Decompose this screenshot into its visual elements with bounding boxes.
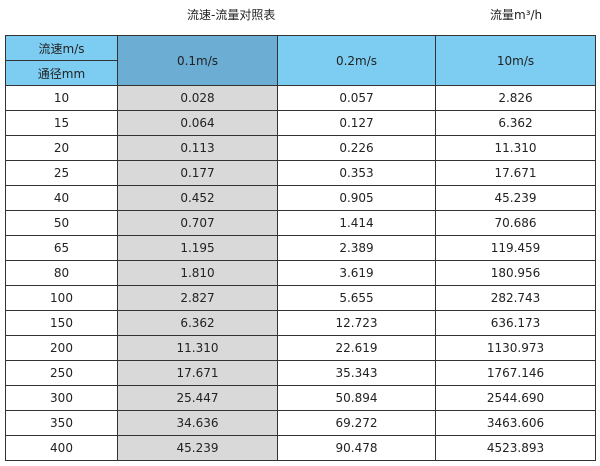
- flow-cell: 2.826: [435, 85, 596, 111]
- flow-cell: 1.810: [117, 260, 278, 286]
- table-row: 25 0.177 0.353 17.671: [5, 160, 596, 186]
- flow-cell: 1130.973: [435, 335, 596, 361]
- flow-cell: 3463.606: [435, 410, 596, 436]
- flow-cell: 6.362: [435, 110, 596, 136]
- flow-cell: 3.619: [277, 260, 436, 286]
- diameter-cell: 15: [5, 110, 118, 136]
- table-row: 200 11.310 22.619 1130.973: [5, 335, 596, 361]
- diameter-cell: 20: [5, 135, 118, 161]
- flow-cell: 22.619: [277, 335, 436, 361]
- flow-cell: 1.414: [277, 210, 436, 236]
- table-row: 15 0.064 0.127 6.362: [5, 110, 596, 136]
- table-row: 65 1.195 2.389 119.459: [5, 235, 596, 261]
- table-row: 150 6.362 12.723 636.173: [5, 310, 596, 336]
- flow-cell: 0.353: [277, 160, 436, 186]
- flow-cell: 6.362: [117, 310, 278, 336]
- diameter-cell: 40: [5, 185, 118, 211]
- table-row: 250 17.671 35.343 1767.146: [5, 360, 596, 386]
- flow-cell: 5.655: [277, 285, 436, 311]
- velocity-header: 流速m/s: [5, 35, 118, 61]
- flow-cell: 17.671: [117, 360, 278, 386]
- flow-cell: 0.177: [117, 160, 278, 186]
- flow-cell: 50.894: [277, 385, 436, 411]
- table-row: 20 0.113 0.226 11.310: [5, 135, 596, 161]
- table-row: 50 0.707 1.414 70.686: [5, 210, 596, 236]
- diameter-cell: 80: [5, 260, 118, 286]
- flow-cell: 1.195: [117, 235, 278, 261]
- flow-cell: 180.956: [435, 260, 596, 286]
- diameter-cell: 400: [5, 435, 118, 461]
- diameter-cell: 50: [5, 210, 118, 236]
- flow-cell: 0.452: [117, 185, 278, 211]
- flow-cell: 11.310: [435, 135, 596, 161]
- flow-cell: 2.827: [117, 285, 278, 311]
- flow-cell: 12.723: [277, 310, 436, 336]
- flow-cell: 2.389: [277, 235, 436, 261]
- diameter-cell: 150: [5, 310, 118, 336]
- column-header: 10m/s: [435, 35, 596, 86]
- flow-cell: 282.743: [435, 285, 596, 311]
- diameter-header: 通径mm: [5, 60, 118, 86]
- table-title: 流速-流量对照表: [187, 8, 276, 22]
- flow-cell: 4523.893: [435, 435, 596, 461]
- table-row: 10 0.028 0.057 2.826: [5, 85, 596, 111]
- flow-cell: 11.310: [117, 335, 278, 361]
- diameter-cell: 10: [5, 85, 118, 111]
- table-row: 350 34.636 69.272 3463.606: [5, 410, 596, 436]
- column-header: 0.2m/s: [277, 35, 436, 86]
- flow-cell: 636.173: [435, 310, 596, 336]
- flow-cell: 2544.690: [435, 385, 596, 411]
- flow-cell: 35.343: [277, 360, 436, 386]
- flow-cell: 0.057: [277, 85, 436, 111]
- flow-cell: 0.707: [117, 210, 278, 236]
- diameter-cell: 25: [5, 160, 118, 186]
- diameter-cell: 200: [5, 335, 118, 361]
- flow-cell: 34.636: [117, 410, 278, 436]
- flow-table: 流速m/s 0.1m/s 0.2m/s 10m/s 通径mm 10 0.028 0.…: [5, 35, 596, 461]
- flow-cell: 70.686: [435, 210, 596, 236]
- flow-cell: 0.064: [117, 110, 278, 136]
- flow-cell: 119.459: [435, 235, 596, 261]
- diameter-cell: 300: [5, 385, 118, 411]
- flow-cell: 45.239: [435, 185, 596, 211]
- flow-cell: 45.239: [117, 435, 278, 461]
- table-row: 40 0.452 0.905 45.239: [5, 185, 596, 211]
- table-row: 400 45.239 90.478 4523.893: [5, 435, 596, 461]
- flow-cell: 0.226: [277, 135, 436, 161]
- diameter-cell: 100: [5, 285, 118, 311]
- table-row: 80 1.810 3.619 180.956: [5, 260, 596, 286]
- table-row: 100 2.827 5.655 282.743: [5, 285, 596, 311]
- diameter-cell: 65: [5, 235, 118, 261]
- unit-label: 流量m³/h: [490, 8, 543, 22]
- column-header: 0.1m/s: [117, 35, 278, 86]
- flow-cell: 90.478: [277, 435, 436, 461]
- flow-cell: 17.671: [435, 160, 596, 186]
- flow-cell: 0.127: [277, 110, 436, 136]
- diameter-cell: 250: [5, 360, 118, 386]
- flow-cell: 25.447: [117, 385, 278, 411]
- flow-cell: 0.905: [277, 185, 436, 211]
- flow-cell: 1767.146: [435, 360, 596, 386]
- flow-cell: 0.113: [117, 135, 278, 161]
- flow-cell: 0.028: [117, 85, 278, 111]
- diameter-cell: 350: [5, 410, 118, 436]
- flow-cell: 69.272: [277, 410, 436, 436]
- table-row: 300 25.447 50.894 2544.690: [5, 385, 596, 411]
